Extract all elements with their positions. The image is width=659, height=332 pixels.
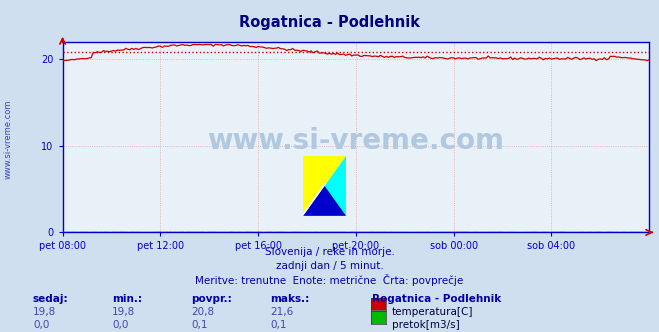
Text: Rogatnica - Podlehnik: Rogatnica - Podlehnik [372,294,501,304]
Text: 21,6: 21,6 [270,307,293,317]
Text: Rogatnica - Podlehnik: Rogatnica - Podlehnik [239,15,420,30]
Text: sedaj:: sedaj: [33,294,69,304]
Polygon shape [303,156,346,216]
Text: Meritve: trenutne  Enote: metrične  Črta: povprečje: Meritve: trenutne Enote: metrične Črta: … [195,274,464,286]
Text: temperatura[C]: temperatura[C] [392,307,474,317]
Text: zadnji dan / 5 minut.: zadnji dan / 5 minut. [275,261,384,271]
Polygon shape [303,156,346,216]
Text: 20,8: 20,8 [191,307,214,317]
Text: min.:: min.: [112,294,142,304]
Text: 0,0: 0,0 [112,320,129,330]
Text: 0,0: 0,0 [33,320,49,330]
Text: www.si-vreme.com: www.si-vreme.com [3,100,13,179]
Text: 19,8: 19,8 [33,307,56,317]
Text: povpr.:: povpr.: [191,294,232,304]
Polygon shape [303,183,327,216]
Text: 0,1: 0,1 [270,320,287,330]
Polygon shape [303,186,346,216]
Text: 19,8: 19,8 [112,307,135,317]
Text: 0,1: 0,1 [191,320,208,330]
Text: Slovenija / reke in morje.: Slovenija / reke in morje. [264,247,395,257]
Text: pretok[m3/s]: pretok[m3/s] [392,320,460,330]
Text: www.si-vreme.com: www.si-vreme.com [208,127,504,155]
Text: maks.:: maks.: [270,294,310,304]
